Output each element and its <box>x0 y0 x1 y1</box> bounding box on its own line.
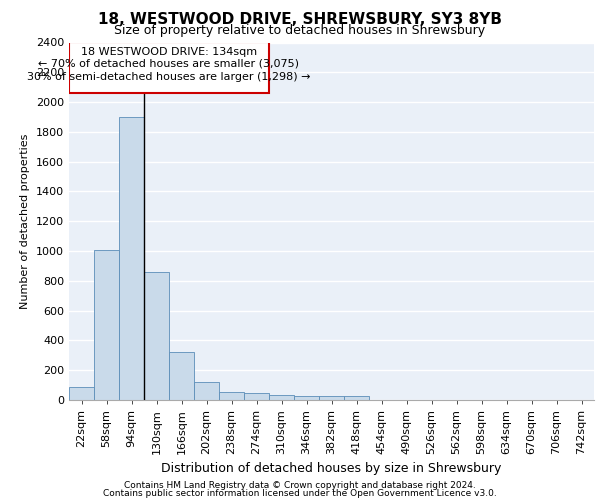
Text: 30% of semi-detached houses are larger (1,298) →: 30% of semi-detached houses are larger (… <box>27 72 311 82</box>
Text: Contains HM Land Registry data © Crown copyright and database right 2024.: Contains HM Land Registry data © Crown c… <box>124 481 476 490</box>
Bar <box>294 396 319 400</box>
Bar <box>269 395 294 400</box>
Text: ← 70% of detached houses are smaller (3,075): ← 70% of detached houses are smaller (3,… <box>38 59 299 69</box>
Bar <box>144 272 169 400</box>
Text: Size of property relative to detached houses in Shrewsbury: Size of property relative to detached ho… <box>115 24 485 37</box>
Bar <box>94 250 119 400</box>
Bar <box>69 42 269 93</box>
X-axis label: Distribution of detached houses by size in Shrewsbury: Distribution of detached houses by size … <box>161 462 502 475</box>
Bar <box>194 382 219 400</box>
Text: 18 WESTWOOD DRIVE: 134sqm: 18 WESTWOOD DRIVE: 134sqm <box>81 47 257 57</box>
Bar <box>69 386 94 400</box>
Bar <box>319 396 344 400</box>
Bar <box>219 392 244 400</box>
Bar <box>169 352 194 400</box>
Y-axis label: Number of detached properties: Number of detached properties <box>20 134 31 309</box>
Bar <box>119 117 144 400</box>
Text: 18, WESTWOOD DRIVE, SHREWSBURY, SY3 8YB: 18, WESTWOOD DRIVE, SHREWSBURY, SY3 8YB <box>98 12 502 28</box>
Text: Contains public sector information licensed under the Open Government Licence v3: Contains public sector information licen… <box>103 488 497 498</box>
Bar <box>244 392 269 400</box>
Bar <box>344 396 369 400</box>
